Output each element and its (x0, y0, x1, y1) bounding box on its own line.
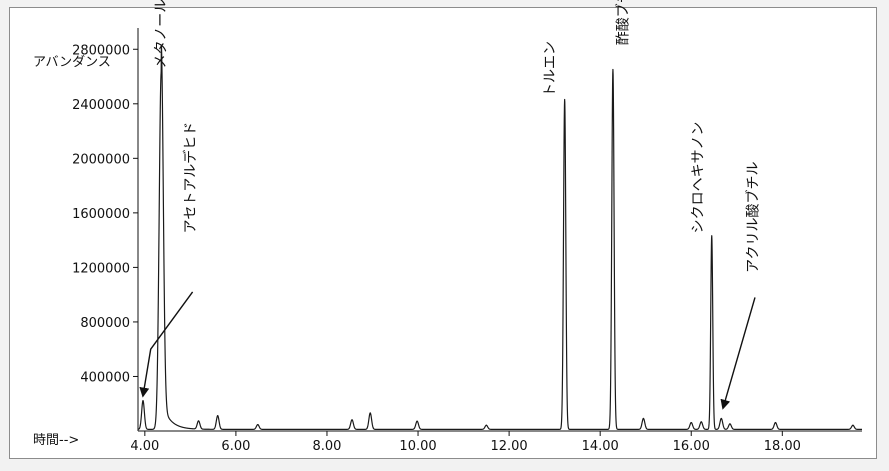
x-tick-label: 8.00 (312, 439, 341, 454)
peak-annotation-label: シクロヘキサノン (691, 122, 707, 234)
peak-annotation-label: メタノール (153, 0, 169, 68)
peak-apex-point (774, 421, 777, 424)
peak-annotation-label: アクリル酸ブチル (744, 162, 761, 273)
peak-apex-point (257, 423, 259, 426)
x-tick-label: 6.00 (221, 439, 250, 454)
chart-panel (9, 7, 877, 459)
y-tick-label: 800000 (80, 316, 130, 331)
peak-apex-point (729, 423, 731, 425)
peak-apex-point (142, 400, 144, 402)
annotation-arrow (720, 297, 756, 410)
peak-apex-point (217, 415, 219, 417)
peak-apex-point (197, 420, 200, 422)
y-tick-label: 400000 (80, 370, 130, 385)
y-tick-label: 2400000 (72, 98, 130, 113)
y-tick-label: 2000000 (72, 152, 130, 167)
y-tick-label: 2800000 (72, 43, 130, 58)
peak-apex-point (351, 419, 353, 421)
peak-annotation-label: 酢酸ブチル (614, 0, 631, 45)
peak-apex-point (720, 417, 722, 420)
peak-apex-point (642, 417, 645, 420)
peak-annotation-label: アセトアルデヒド (182, 122, 199, 234)
x-tick-label: 18.00 (764, 439, 801, 454)
y-tick-label: 1200000 (72, 261, 130, 276)
x-tick-label: 12.00 (490, 439, 527, 454)
x-tick-label: 10.00 (399, 439, 436, 454)
peak-apex-point (369, 412, 371, 414)
x-tick-label: 4.00 (130, 439, 159, 454)
x-tick-label: 14.00 (582, 439, 619, 454)
peak-apex-point (612, 68, 614, 71)
y-tick-label: 1600000 (72, 207, 130, 222)
peak-apex-point (700, 421, 702, 423)
peak-apex-point (852, 424, 854, 426)
peak-apex-point (564, 98, 566, 101)
x-tick-label: 16.00 (673, 439, 710, 454)
x-axis-label: 時間--> (33, 433, 79, 448)
peak-apex-point (416, 420, 418, 422)
peak-apex-point (160, 71, 162, 73)
peak-apex-point (690, 421, 692, 424)
peak-annotation-label: トルエン (543, 41, 559, 97)
annotation-arrow (139, 291, 194, 398)
peak-apex-point (711, 235, 713, 237)
chromatogram-trace (137, 44, 862, 430)
y-axis-label: アバンダンス (33, 55, 111, 70)
peak-apex-point (485, 424, 487, 426)
